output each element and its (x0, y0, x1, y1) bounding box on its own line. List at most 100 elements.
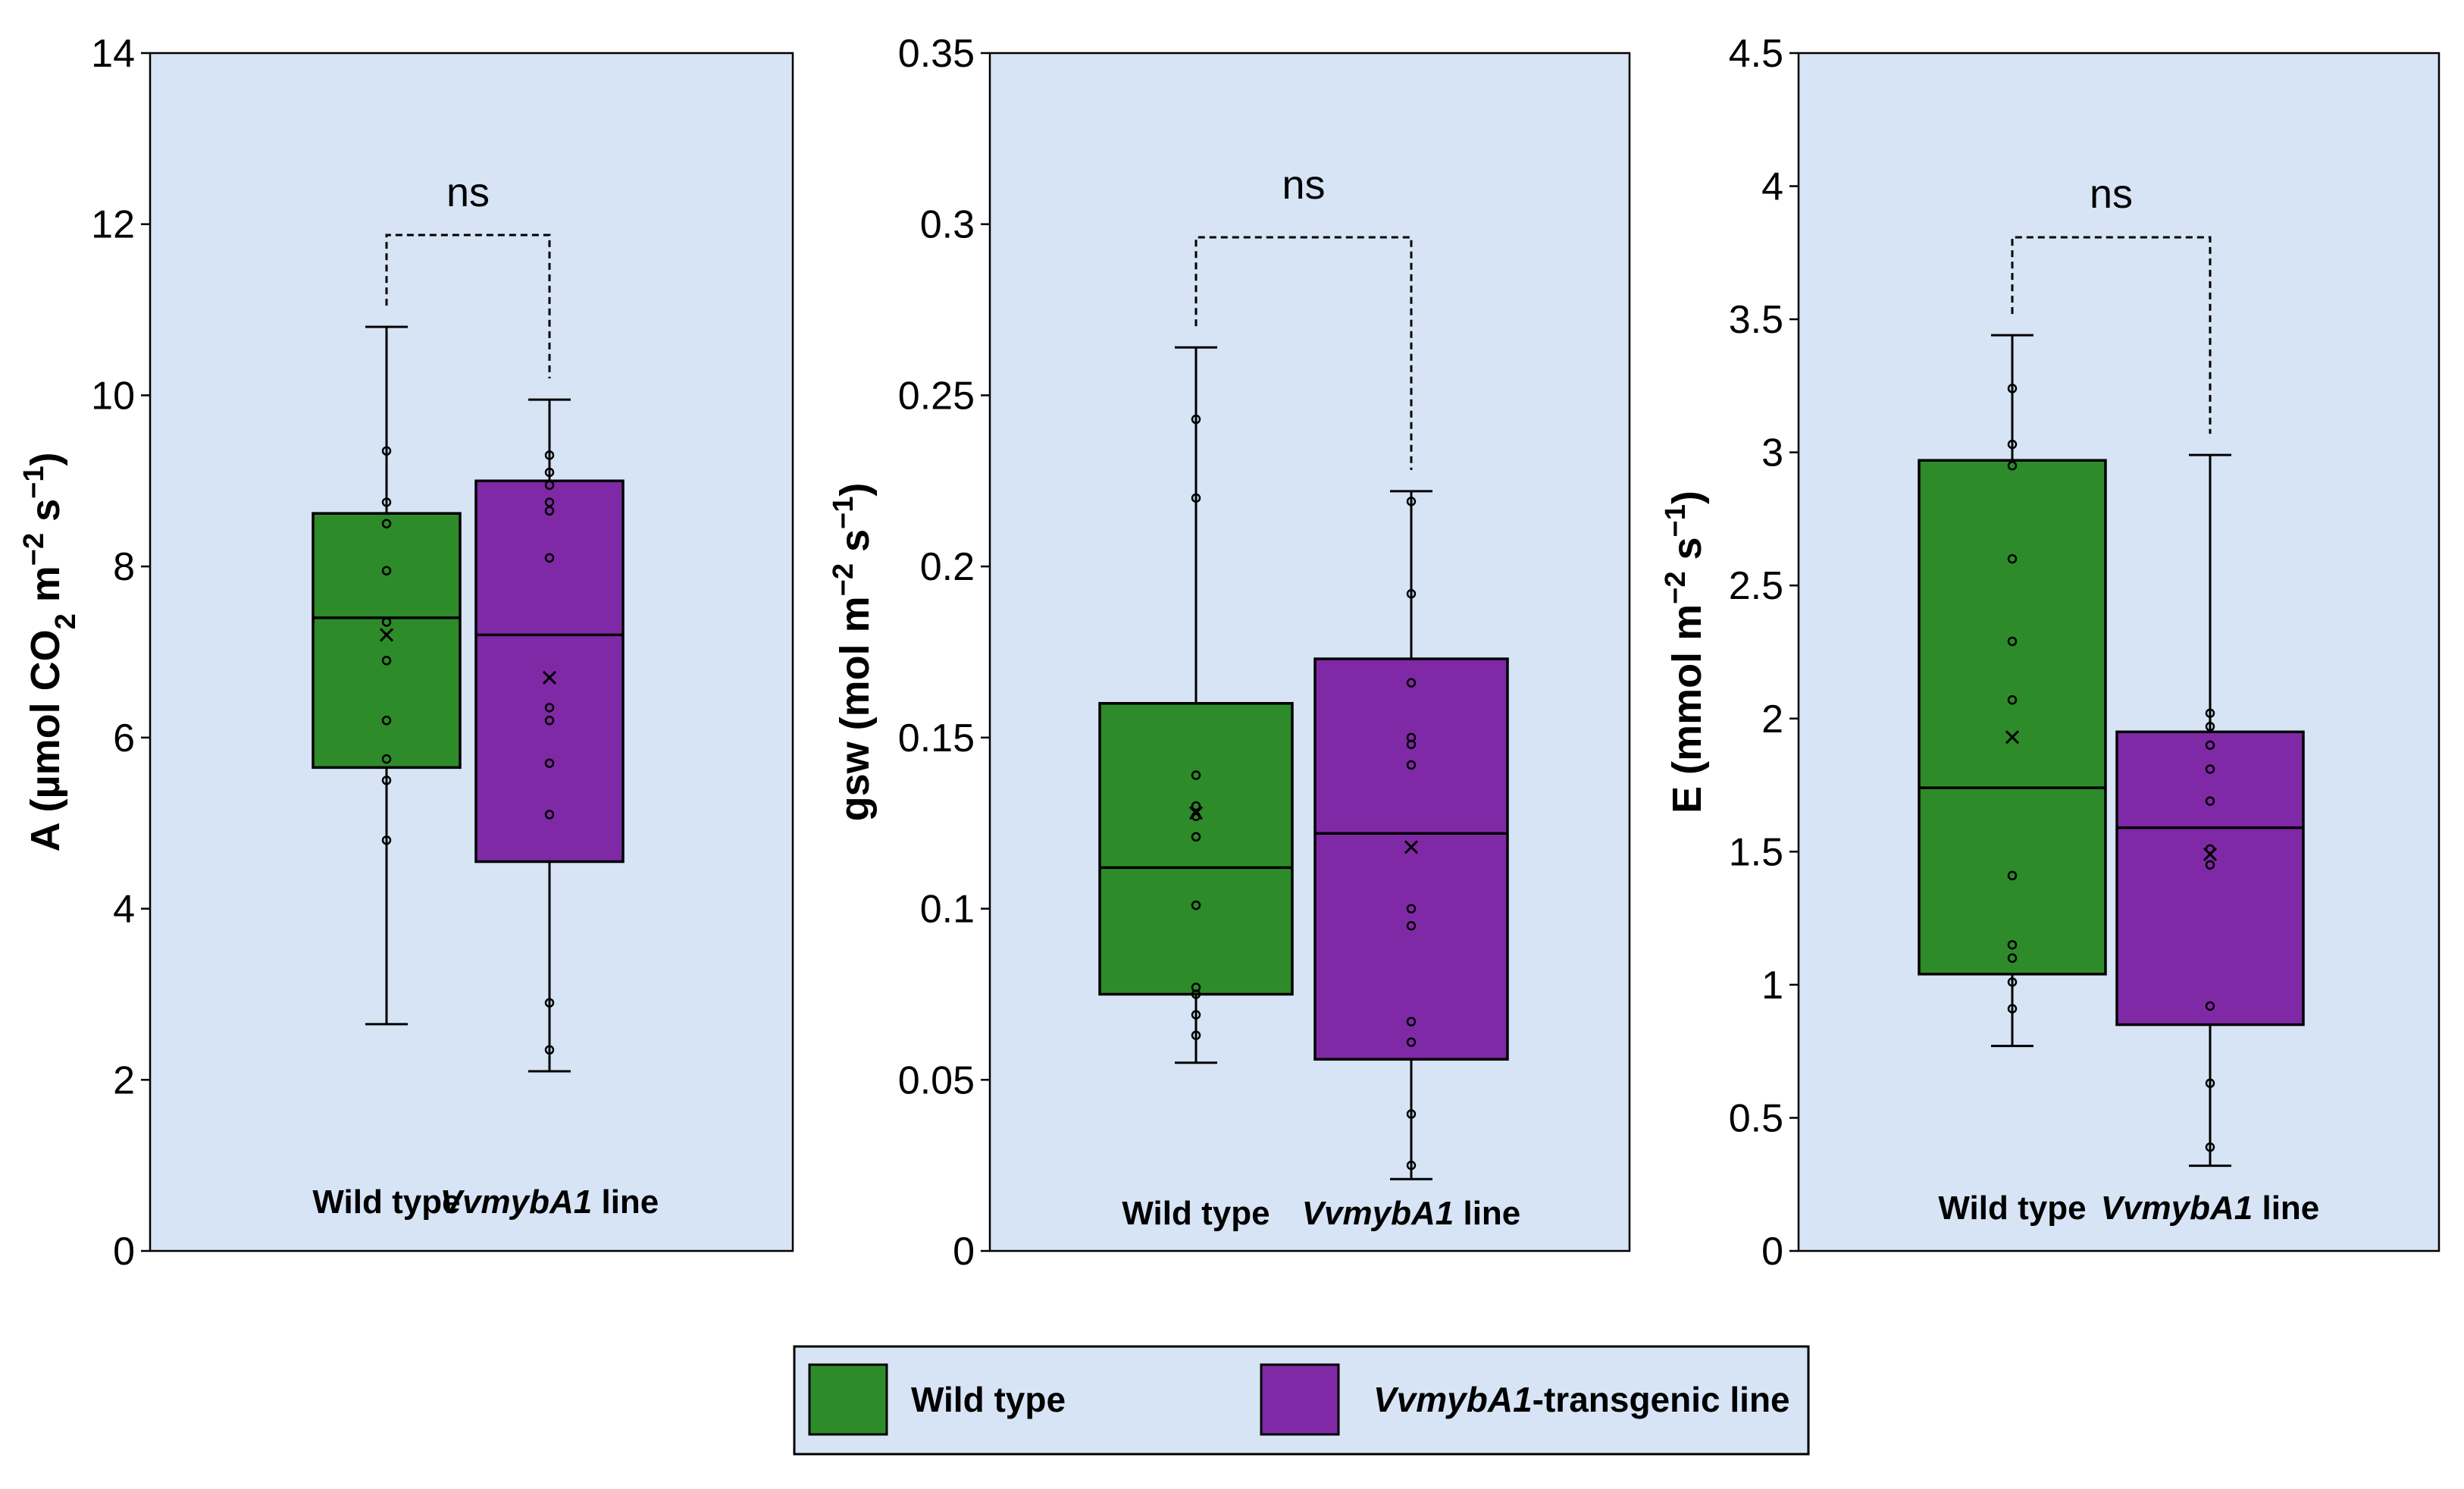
y-tick-label: 0.35 (898, 32, 975, 76)
data-point (2007, 439, 2018, 450)
data-point (544, 1045, 555, 1055)
data-point (544, 467, 555, 478)
category-label: Wild type (1938, 1190, 2086, 1227)
data-point (2007, 977, 2018, 987)
data-point (2205, 860, 2215, 870)
category-label: VvmybA1 line (2101, 1190, 2320, 1227)
category-label: VvmybA1 line (1302, 1195, 1521, 1232)
y-tick-label: 0 (953, 1230, 975, 1274)
legend-label-transgenic: VvmybA1-transgenic line (1373, 1380, 1790, 1419)
data-point (2205, 740, 2215, 751)
mean-marker-stroke (1188, 806, 1204, 820)
data-point (2007, 870, 2018, 881)
data-point (544, 758, 555, 768)
y-tick-label: 10 (91, 374, 135, 418)
box-wild-type (1918, 334, 2107, 1048)
data-point (1406, 732, 1417, 743)
data-point (2205, 722, 2215, 732)
iqr-box (2115, 730, 2305, 1027)
data-point (1191, 1010, 1201, 1020)
data-point (544, 450, 555, 460)
box-wild-type (312, 325, 462, 1026)
significance-label: ns (1282, 162, 1325, 208)
y-tick-label: 0.1 (920, 888, 975, 932)
data-point (381, 519, 392, 528)
data-point (2007, 384, 2018, 393)
y-tick-label: 4.5 (1729, 32, 1783, 76)
y-tick-label: 2 (113, 1058, 135, 1102)
data-point (2007, 460, 2018, 471)
y-tick-label: 4 (113, 888, 135, 932)
legend-label-wild-type: Wild type (911, 1380, 1066, 1419)
data-point (2007, 553, 2018, 564)
plot-area (149, 52, 794, 1252)
plot-area (1797, 52, 2441, 1252)
data-point (2205, 764, 2215, 774)
data-point (1191, 832, 1201, 842)
data-point (381, 716, 392, 726)
data-point (1406, 678, 1417, 688)
y-axis-label: E (mmol m−2 s−1) (1660, 491, 1710, 813)
data-point (1191, 770, 1201, 780)
data-point (2007, 636, 2018, 647)
data-point (2205, 1001, 2215, 1011)
y-tick-label: 0 (1761, 1230, 1783, 1274)
y-tick-label: 14 (91, 32, 135, 76)
mean-marker (2203, 847, 2218, 861)
y-tick-label: 0.3 (920, 203, 975, 247)
y-tick-label: 6 (113, 716, 135, 760)
data-point (1191, 900, 1201, 911)
y-axis-label: A (µmol CO2 m−2 s−1) (18, 453, 82, 852)
legend-swatch-transgenic (1260, 1363, 1340, 1436)
data-point (544, 998, 555, 1008)
data-point (1406, 1037, 1417, 1047)
data-point (1406, 760, 1417, 770)
data-point (1191, 493, 1201, 503)
data-point (544, 703, 555, 713)
data-point (2007, 1004, 2018, 1014)
significance-label: ns (2090, 171, 2133, 217)
data-point (1406, 589, 1417, 599)
data-point (544, 506, 555, 516)
data-point (1406, 497, 1417, 506)
mean-marker-stroke (2203, 847, 2218, 861)
iqr-box (312, 512, 462, 770)
y-tick-label: 0.15 (898, 716, 975, 760)
mean-marker-stroke (542, 670, 557, 685)
box-wild-type (1098, 346, 1294, 1064)
data-point (1191, 414, 1201, 425)
data-point (1191, 801, 1201, 811)
data-point (1191, 983, 1201, 992)
data-point (381, 446, 392, 456)
iqr-box (1918, 459, 2107, 976)
bracket-line (2011, 236, 2212, 434)
data-point (2205, 796, 2215, 806)
y-tick-label: 4 (1761, 165, 1783, 209)
data-point (1406, 1109, 1417, 1119)
category-label: VvmybA1 line (440, 1183, 659, 1221)
y-tick-label: 1 (1761, 964, 1783, 1008)
data-point (1406, 1017, 1417, 1027)
data-point (2205, 1142, 2215, 1152)
plot-area (988, 52, 1631, 1252)
y-tick-label: 0.05 (898, 1058, 975, 1102)
data-point (2007, 939, 2018, 950)
mean-marker-stroke (1404, 840, 1419, 854)
data-point (1406, 1160, 1417, 1171)
data-point (544, 810, 555, 820)
data-point (381, 754, 392, 764)
data-point (544, 497, 555, 507)
y-tick-label: 0.2 (920, 545, 975, 589)
y-tick-label: 2 (1761, 697, 1783, 741)
significance-bracket: ns (2011, 171, 2212, 434)
y-tick-label: 2.5 (1729, 564, 1783, 608)
y-axis-label: gsw (mol m−2 s−1) (828, 483, 878, 822)
significance-bracket: ns (385, 170, 551, 379)
panel-3: 0 0.5 1 1.5 2 2.5 3 3.5 4 4.5 E (mmol m−2 s−1) Wild… (1660, 32, 2441, 1274)
iqr-box (1098, 701, 1294, 996)
data-point (381, 776, 392, 785)
data-point (1406, 904, 1417, 914)
y-tick-label: 3.5 (1729, 298, 1783, 342)
box-vvmyba1-line (2115, 453, 2305, 1168)
